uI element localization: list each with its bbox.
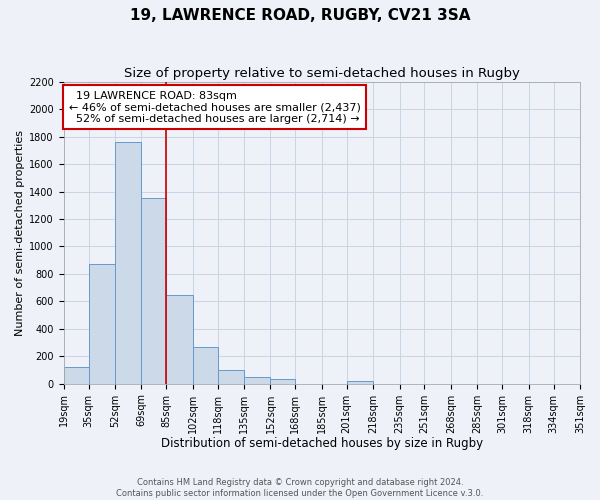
Text: 19 LAWRENCE ROAD: 83sqm
← 46% of semi-detached houses are smaller (2,437)
  52% : 19 LAWRENCE ROAD: 83sqm ← 46% of semi-de… [69,90,361,124]
Bar [218,370,244,384]
Bar [142,198,166,384]
Bar [347,381,373,384]
Bar [89,264,115,384]
Bar [244,377,271,384]
Text: 19, LAWRENCE ROAD, RUGBY, CV21 3SA: 19, LAWRENCE ROAD, RUGBY, CV21 3SA [130,8,470,22]
Bar [115,142,142,384]
X-axis label: Distribution of semi-detached houses by size in Rugby: Distribution of semi-detached houses by … [161,437,483,450]
Bar [193,346,218,384]
Bar [166,295,193,384]
Y-axis label: Number of semi-detached properties: Number of semi-detached properties [15,130,25,336]
Text: Contains HM Land Registry data © Crown copyright and database right 2024.
Contai: Contains HM Land Registry data © Crown c… [116,478,484,498]
Title: Size of property relative to semi-detached houses in Rugby: Size of property relative to semi-detach… [124,68,520,80]
Bar [271,379,295,384]
Bar [64,368,89,384]
